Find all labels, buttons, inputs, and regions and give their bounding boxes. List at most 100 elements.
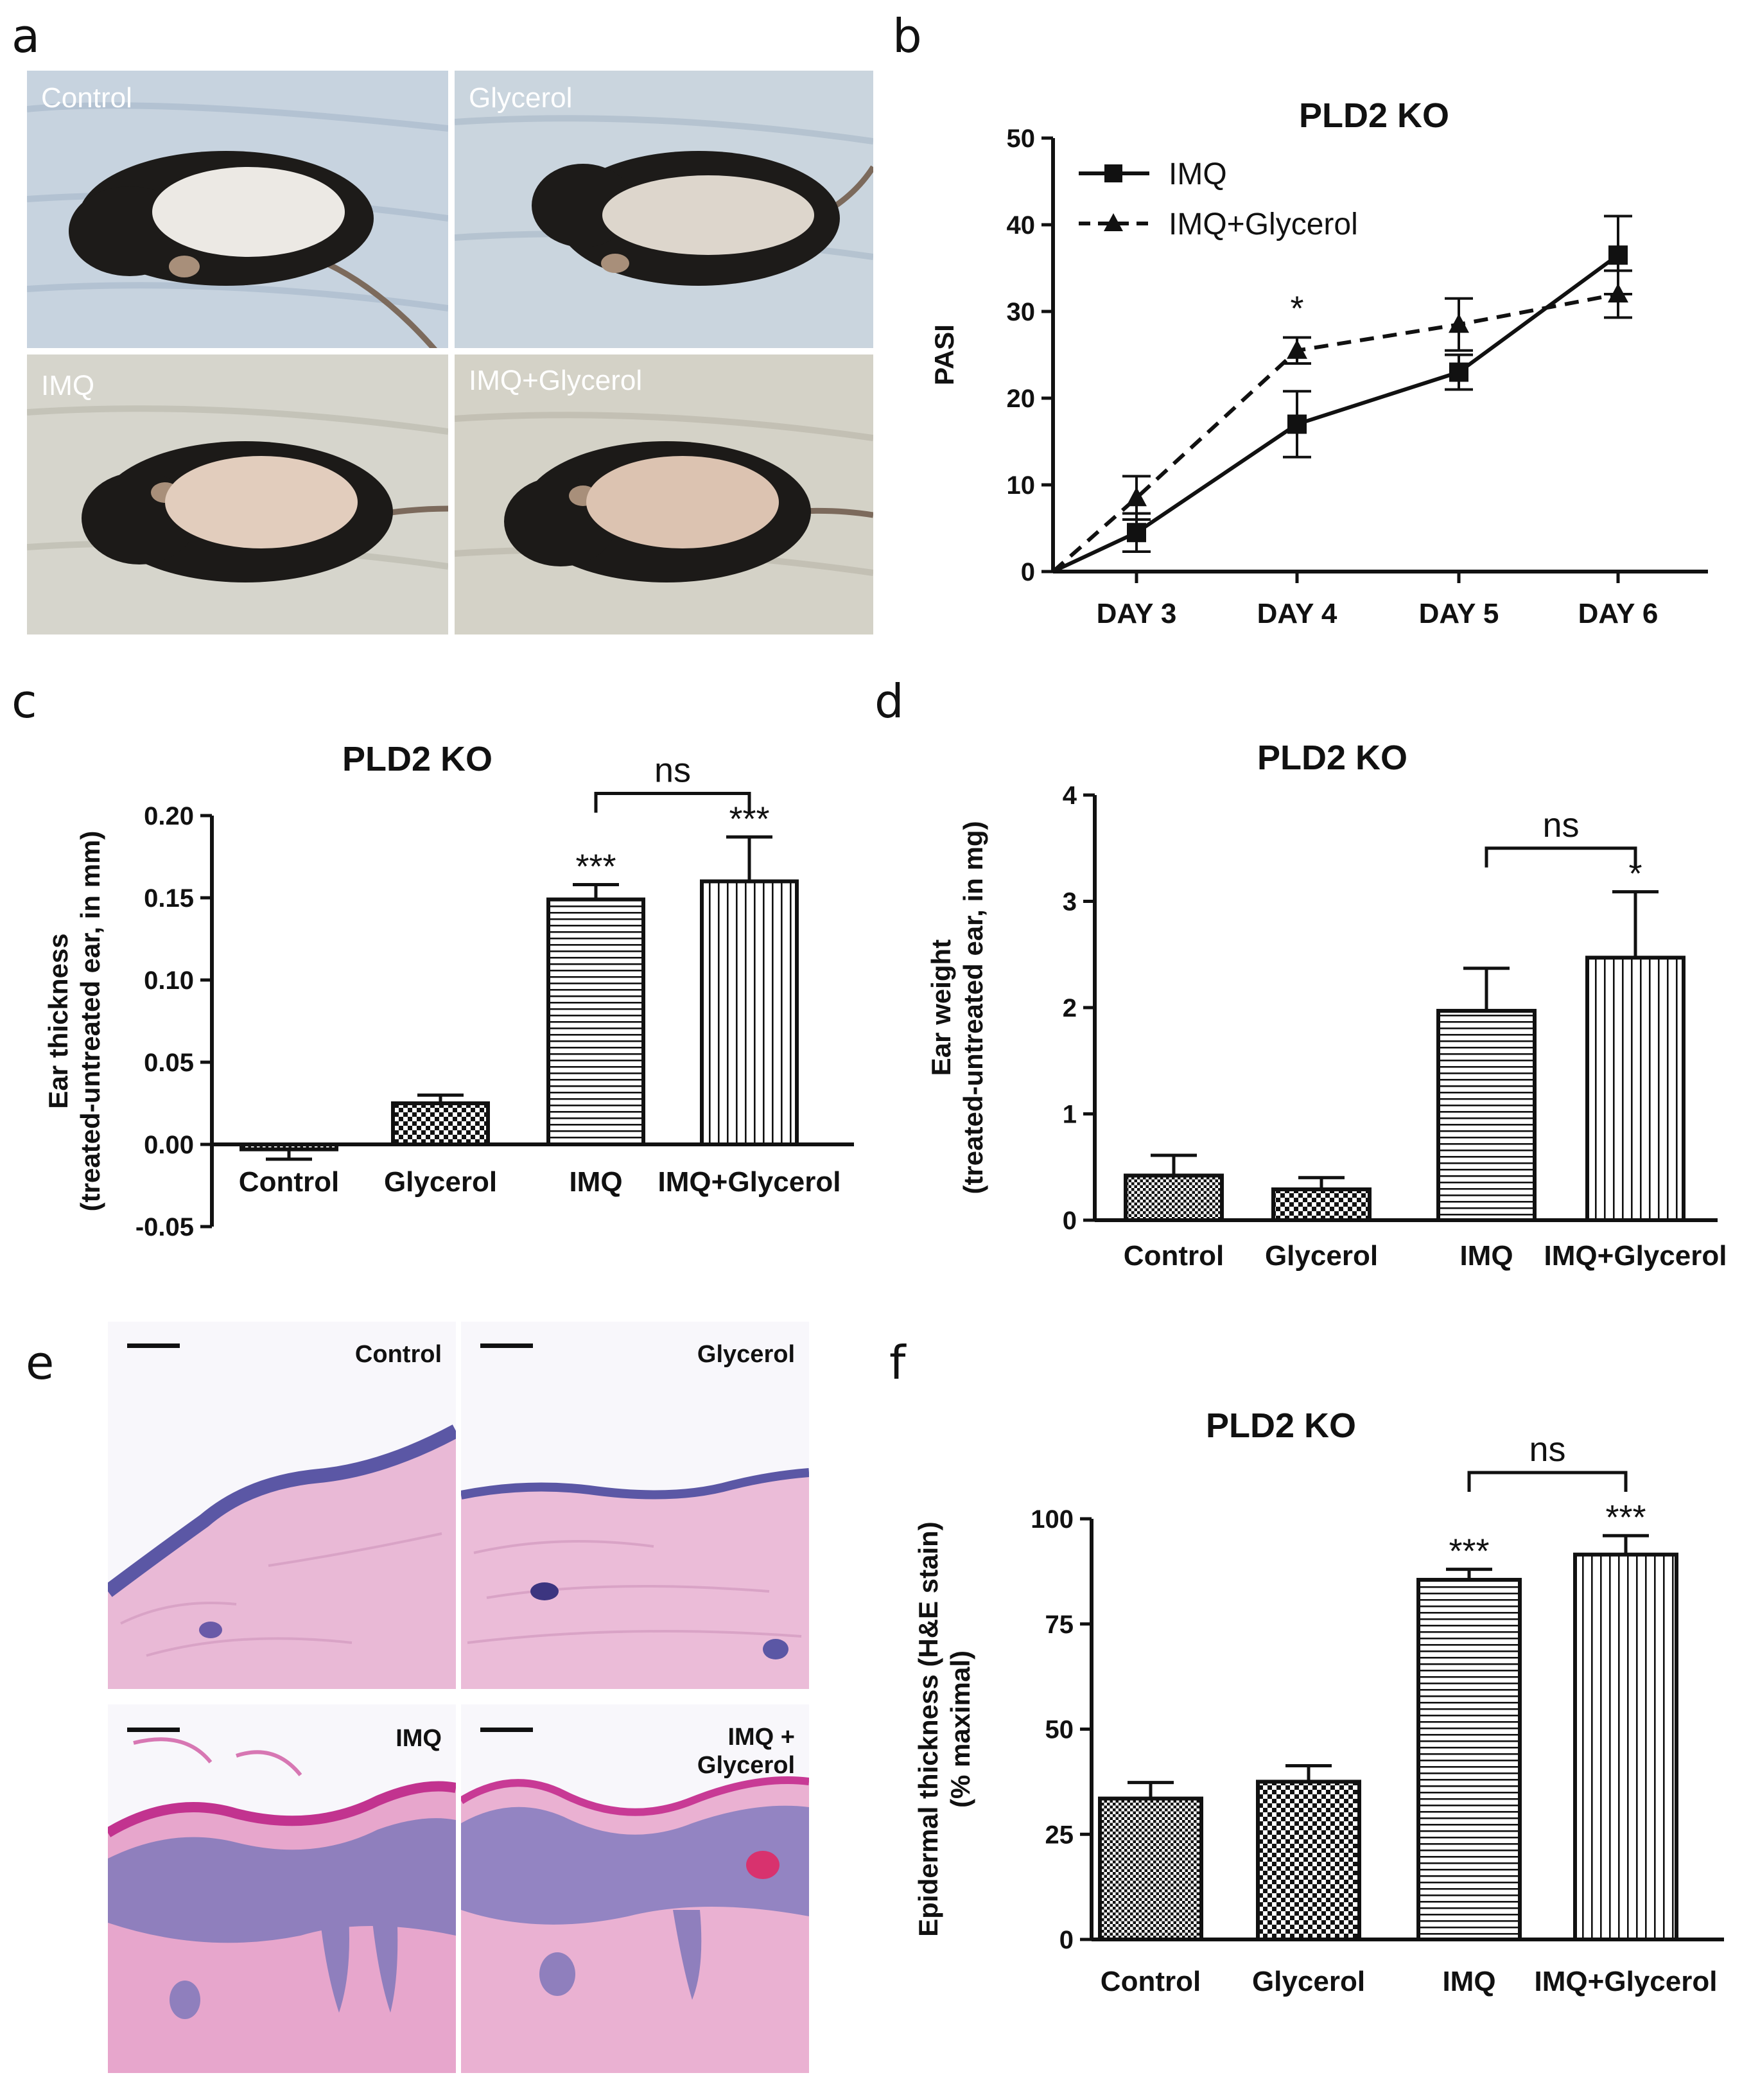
y-tick-label: 40 (1007, 211, 1036, 240)
y-tick-label: 0.05 (144, 1049, 194, 1077)
mouse-illustration (27, 71, 448, 348)
scale-bar (480, 1343, 533, 1348)
bar (1256, 1780, 1361, 1941)
bar (546, 897, 645, 1146)
histology-illustration (461, 1704, 809, 2073)
panel-letter-e: e (26, 1336, 55, 1390)
y-axis-label-line: (% maximal) (945, 1650, 975, 1808)
bar (240, 1142, 338, 1151)
histology-glycerol: Glycerol (461, 1322, 809, 1689)
photo-label: IMQ (41, 370, 95, 401)
significance-label: *** (1449, 1532, 1489, 1571)
comparison-label: ns (654, 751, 691, 789)
y-axis-label: PASI (929, 324, 959, 385)
scale-bar (127, 1728, 180, 1732)
y-axis-label-line: Ear weight (926, 940, 956, 1076)
y-axis-label: Ear thickness(treated-untreated ear, in … (43, 831, 105, 1212)
y-axis-label-line: Epidermal thickness (H&E stain) (913, 1521, 943, 1937)
histology-label: IMQ + Glycerol (697, 1724, 795, 1779)
y-tick-label: 30 (1007, 298, 1036, 326)
data-point-square (1449, 362, 1468, 382)
chart-b-pasi: PLD2 KO 0 10 20 30 40 50 DAY 3 DAY 4 DAY 5 DAY 6 PA… (929, 96, 1708, 629)
panel-letter-f: f (889, 1336, 906, 1390)
y-axis-label-line: Ear thickness (43, 933, 73, 1108)
data-point-square (1287, 414, 1307, 434)
chart-f-epidermal-thickness: PLD2 KO 0 25 50 75 100 Epidermal thickness (H&… (913, 1406, 1724, 1997)
y-tick-label: 0.10 (144, 967, 194, 995)
bar (1271, 1187, 1372, 1223)
mouse-photo-imq: IMQ (27, 354, 448, 634)
histology-label: IMQ (396, 1725, 442, 1752)
data-point-square (1127, 523, 1146, 543)
significance-label: * (1628, 855, 1642, 893)
chart-title: PLD2 KO (1206, 1406, 1356, 1445)
panel-letter-b: b (893, 9, 922, 63)
y-tick-label: 50 (1007, 125, 1036, 153)
category-label: IMQ+Glycerol (1535, 1966, 1718, 1997)
y-tick-label: 0.00 (144, 1131, 194, 1159)
y-tick-label: 50 (1045, 1716, 1074, 1744)
y-tick-label: 0 (1063, 1207, 1077, 1235)
category-label: Control (239, 1166, 339, 1198)
category-label: IMQ (1459, 1240, 1513, 1272)
x-tick-label: DAY 4 (1257, 598, 1337, 629)
mouse-photo-imq-glycerol: IMQ+Glycerol (455, 354, 873, 634)
comparison-label: ns (1542, 806, 1579, 844)
y-axis-label-line: (treated-untreated ear, in mm) (75, 831, 105, 1212)
histology-control: Control (108, 1322, 456, 1689)
x-tick-label: DAY 3 (1097, 598, 1177, 629)
mouse-illustration (455, 71, 873, 348)
histology-illustration (461, 1322, 809, 1689)
y-tick-label: 20 (1007, 385, 1036, 413)
y-tick-label: 75 (1045, 1611, 1074, 1639)
y-tick-label: -0.05 (135, 1213, 194, 1241)
panel-letter-c: c (12, 674, 37, 728)
mouse-illustration (455, 354, 873, 634)
significance-label: * (1290, 290, 1303, 328)
bar (1416, 1577, 1522, 1942)
comparison-label: ns (1529, 1430, 1565, 1469)
data-point-triangle (1449, 313, 1469, 333)
y-tick-label: 0.15 (144, 884, 194, 913)
data-point-triangle (1287, 339, 1307, 359)
legend-label: IMQ (1169, 157, 1227, 191)
x-tick-label: DAY 6 (1578, 598, 1659, 629)
data-point-square (1608, 245, 1628, 265)
mouse-photo-glycerol: Glycerol (455, 71, 873, 348)
category-label: IMQ+Glycerol (1544, 1240, 1727, 1272)
bar (700, 879, 799, 1146)
y-tick-label: 25 (1045, 1821, 1074, 1849)
y-tick-label: 1 (1063, 1101, 1077, 1129)
photo-label: Glycerol (469, 82, 573, 114)
bar (1124, 1173, 1224, 1222)
data-point-triangle (1126, 487, 1147, 507)
y-tick-label: 2 (1063, 994, 1077, 1022)
chart-c-ear-thickness: PLD2 KO -0.05 0.00 0.05 0.10 0.15 0.20 Ear thic… (43, 740, 854, 1241)
y-tick-label: 10 (1007, 471, 1036, 500)
comparison-bracket (594, 791, 751, 813)
bar (1436, 1008, 1537, 1222)
y-axis-label: Epidermal thickness (H&E stain)(% maxima… (913, 1521, 975, 1937)
y-axis-label-line: (treated-untreated ear, in mg) (958, 821, 988, 1194)
data-point-triangle (1608, 283, 1628, 302)
histology-illustration (108, 1704, 456, 2073)
photo-label: Control (41, 82, 132, 114)
panel-letter-a: a (12, 9, 40, 63)
y-tick-label: 4 (1063, 782, 1077, 810)
histology-imq-glycerol: IMQ + Glycerol (461, 1704, 809, 2073)
y-tick-label: 100 (1031, 1505, 1074, 1534)
comparison-bracket (1467, 1471, 1628, 1492)
category-label: IMQ (1442, 1966, 1495, 1997)
category-label: Glycerol (1252, 1966, 1365, 1997)
bar (1585, 956, 1685, 1222)
y-tick-label: 3 (1063, 888, 1077, 916)
photo-label: IMQ+Glycerol (469, 365, 643, 396)
category-label: IMQ+Glycerol (658, 1166, 841, 1198)
scale-bar (127, 1343, 180, 1348)
histology-imq: IMQ (108, 1704, 456, 2073)
bar (391, 1101, 490, 1146)
category-label: Glycerol (384, 1166, 497, 1198)
histology-label: Control (354, 1341, 442, 1368)
x-tick-label: DAY 5 (1419, 598, 1499, 629)
y-axis-label: Ear weight(treated-untreated ear, in mg) (926, 821, 988, 1194)
